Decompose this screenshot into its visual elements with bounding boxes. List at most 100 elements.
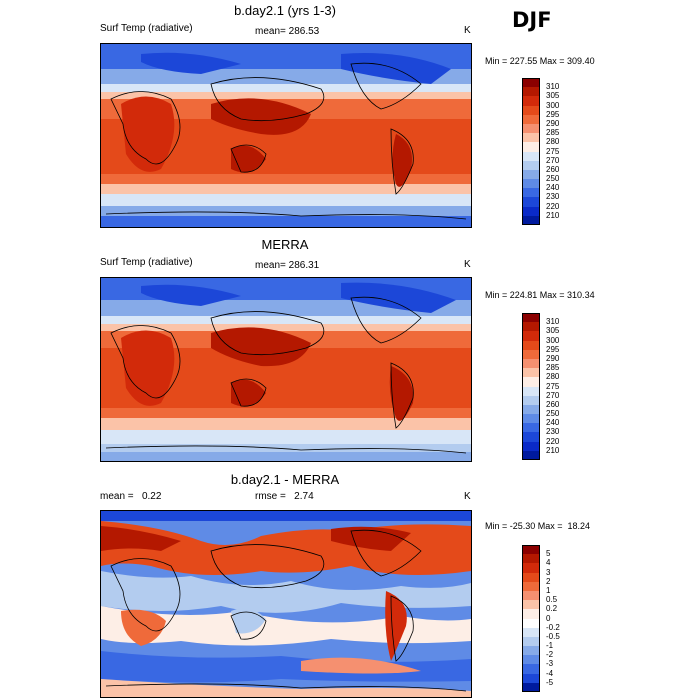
colorbar-swatch bbox=[522, 331, 540, 341]
colorbar-tick-label: 300 bbox=[546, 335, 560, 345]
colorbar-swatch bbox=[522, 636, 540, 647]
colorbar-swatch bbox=[522, 105, 540, 115]
colorbar-tick-label: -2 bbox=[546, 650, 554, 660]
colorbar-tick-label: 210 bbox=[546, 445, 560, 455]
colorbar-tick-label: 5 bbox=[546, 549, 551, 559]
colorbar-tick-label: 240 bbox=[546, 418, 560, 428]
panel-2-minmax: Min = 224.81 Max = 310.34 bbox=[485, 290, 595, 300]
colorbar-swatch bbox=[522, 404, 540, 415]
panel-2-colorbar: 310 305 300 295 290 285 280 275 270 260 250 240 230 2… bbox=[522, 313, 582, 460]
colorbar-swatch bbox=[522, 179, 540, 189]
colorbar-tick-label: 230 bbox=[546, 427, 560, 437]
colorbar-tick-label: 285 bbox=[546, 128, 560, 138]
colorbar-swatch bbox=[522, 96, 540, 106]
colorbar-swatch bbox=[522, 313, 540, 323]
panel-3-mean-label: mean = 0.22 bbox=[100, 491, 162, 502]
colorbar-tick-label: 220 bbox=[546, 201, 560, 211]
colorbar-swatch bbox=[522, 386, 540, 396]
panel-1-minmax: Min = 227.55 Max = 309.40 bbox=[485, 56, 595, 66]
colorbar-swatch bbox=[522, 206, 540, 216]
panel-3-title: b.day2.1 - MERRA bbox=[230, 472, 340, 487]
colorbar-swatch bbox=[522, 340, 540, 350]
colorbar-tick-label: 260 bbox=[546, 164, 560, 174]
colorbar-swatch bbox=[522, 142, 540, 152]
colorbar-tick-label: -1 bbox=[546, 641, 554, 651]
colorbar-swatch bbox=[522, 664, 540, 674]
colorbar-tick-label: 290 bbox=[546, 353, 560, 363]
panel-1-title: b.day2.1 (yrs 1-3) bbox=[234, 3, 336, 18]
panel-1-variable-label: Surf Temp (radiative) bbox=[100, 23, 193, 34]
colorbar-swatch bbox=[522, 188, 540, 198]
colorbar-swatch bbox=[522, 655, 540, 665]
colorbar-tick-label: 285 bbox=[546, 363, 560, 373]
colorbar-tick-label: 250 bbox=[546, 174, 560, 184]
panel-1-map bbox=[100, 43, 472, 228]
panel-1-units-label: K bbox=[464, 25, 471, 36]
colorbar-tick-label: 280 bbox=[546, 372, 560, 382]
colorbar-swatch bbox=[522, 160, 540, 170]
panel-1-colorbar: 310 305 300 295 290 285 280 275 270 260 250 240 230 2… bbox=[522, 78, 582, 225]
colorbar-tick-label: 3 bbox=[546, 567, 551, 577]
colorbar-tick-label: 305 bbox=[546, 326, 560, 336]
panel-3-colorbar: 5 4 3 2 1 0.5 0.2 0 -0.2 -0.5 -1 -2 -3 -4 -5 bbox=[522, 545, 582, 692]
colorbar-tick-label: -0.5 bbox=[546, 631, 560, 641]
colorbar-tick-label: 210 bbox=[546, 210, 560, 220]
colorbar-swatch bbox=[522, 572, 540, 582]
panel-2-units-label: K bbox=[464, 259, 471, 270]
colorbar-swatch bbox=[522, 395, 540, 405]
colorbar-tick-label: 295 bbox=[546, 109, 560, 119]
colorbar-swatch bbox=[522, 627, 540, 637]
colorbar-swatch bbox=[522, 169, 540, 180]
colorbar-tick-label: -3 bbox=[546, 659, 554, 669]
colorbar-tick-label: 4 bbox=[546, 558, 551, 568]
colorbar-tick-label: 300 bbox=[546, 100, 560, 110]
colorbar-tick-label: 0.2 bbox=[546, 604, 558, 614]
colorbar-swatch bbox=[522, 322, 540, 332]
colorbar-tick-label: 270 bbox=[546, 390, 560, 400]
colorbar-swatch bbox=[522, 554, 540, 564]
colorbar-swatch bbox=[522, 432, 540, 442]
panel-3-map bbox=[100, 510, 472, 698]
colorbar-tick-label: 0 bbox=[546, 613, 551, 623]
colorbar-tick-label: 305 bbox=[546, 91, 560, 101]
colorbar-tick-label: 0.5 bbox=[546, 595, 558, 605]
colorbar-tick-label: 310 bbox=[546, 317, 560, 327]
colorbar-swatch bbox=[522, 114, 540, 124]
colorbar-swatch bbox=[522, 646, 540, 656]
colorbar-tick-label: 250 bbox=[546, 409, 560, 419]
colorbar-tick-label: 290 bbox=[546, 118, 560, 128]
colorbar-swatch bbox=[522, 450, 540, 460]
panel-2-map bbox=[100, 277, 472, 462]
colorbar-tick-label: 295 bbox=[546, 344, 560, 354]
colorbar-tick-label: -4 bbox=[546, 668, 554, 678]
colorbar-tick-label: 275 bbox=[546, 146, 560, 156]
colorbar-tick-label: 280 bbox=[546, 137, 560, 147]
colorbar-swatch bbox=[522, 545, 540, 555]
panel-3-minmax: Min = -25.30 Max = 18.24 bbox=[485, 521, 591, 531]
colorbar-swatch bbox=[522, 600, 540, 610]
colorbar-swatch bbox=[522, 133, 540, 143]
colorbar-tick-label: 260 bbox=[546, 399, 560, 409]
panel-3-units-label: K bbox=[464, 491, 471, 502]
colorbar-swatch bbox=[522, 414, 540, 424]
colorbar-swatch bbox=[522, 349, 540, 359]
colorbar-swatch bbox=[522, 590, 540, 601]
colorbar-swatch bbox=[522, 618, 540, 628]
panel-3-rmse-label: rmse = 2.74 bbox=[255, 491, 314, 502]
colorbar-tick-label: 1 bbox=[546, 585, 551, 595]
colorbar-tick-label: 240 bbox=[546, 183, 560, 193]
colorbar-swatch bbox=[522, 581, 540, 591]
colorbar-swatch bbox=[522, 368, 540, 378]
colorbar-tick-label: -0.2 bbox=[546, 622, 560, 632]
season-label: DJF bbox=[512, 8, 552, 32]
colorbar-swatch bbox=[522, 377, 540, 387]
colorbar-swatch bbox=[522, 197, 540, 207]
colorbar-tick-label: 270 bbox=[546, 155, 560, 165]
colorbar-tick-label: -5 bbox=[546, 677, 554, 687]
colorbar-tick-label: 310 bbox=[546, 82, 560, 92]
panel-2-title: MERRA bbox=[261, 237, 309, 252]
colorbar-swatch bbox=[522, 215, 540, 225]
colorbar-tick-label: 220 bbox=[546, 436, 560, 446]
colorbar-swatch bbox=[522, 123, 540, 134]
panel-2-mean-label: mean= 286.31 bbox=[255, 260, 320, 271]
